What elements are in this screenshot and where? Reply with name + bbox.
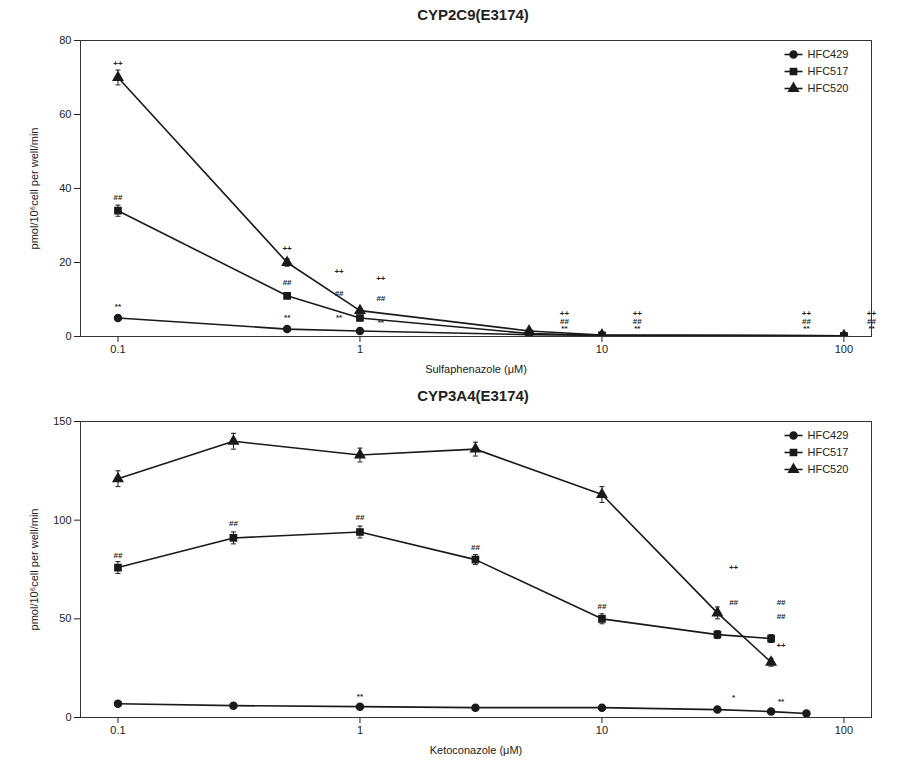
- svg-text:10: 10: [596, 343, 608, 355]
- svg-text:##: ##: [777, 612, 786, 621]
- svg-text:**: **: [778, 697, 785, 706]
- svg-text:##: ##: [114, 193, 123, 202]
- svg-text:10: 10: [596, 724, 608, 736]
- svg-text:100: 100: [835, 343, 853, 355]
- svg-text:1: 1: [357, 724, 363, 736]
- html-text:CYP2C9(E3174): CYP2C9(E3174): [417, 6, 529, 23]
- svg-text:0.1: 0.1: [110, 343, 125, 355]
- svg-text:**: **: [284, 313, 291, 322]
- svg-text:**: **: [634, 324, 641, 333]
- svg-text:150: 150: [53, 415, 71, 427]
- svg-text:++: ++: [334, 267, 344, 276]
- svg-text:80: 80: [59, 34, 71, 46]
- svg-text:pmol/10⁶cell per well/min: pmol/10⁶cell per well/min: [28, 509, 40, 631]
- svg-text:##: ##: [229, 519, 238, 528]
- svg-text:HFC429: HFC429: [808, 48, 849, 60]
- svg-text:60: 60: [59, 108, 71, 120]
- svg-text:HFC520: HFC520: [808, 463, 849, 475]
- svg-text:Sulfaphenazole (μM): Sulfaphenazole (μM): [425, 363, 527, 375]
- svg-text:##: ##: [356, 513, 365, 522]
- svg-text:##: ##: [597, 602, 606, 611]
- svg-text:100: 100: [53, 514, 71, 526]
- svg-text:++: ++: [113, 59, 123, 68]
- svg-text:1: 1: [357, 343, 363, 355]
- svg-text:**: **: [357, 692, 364, 701]
- svg-text:0: 0: [65, 330, 71, 342]
- svg-text:##: ##: [777, 598, 786, 607]
- svg-text:**: **: [561, 324, 568, 333]
- svg-text:**: **: [803, 324, 810, 333]
- svg-text:##: ##: [335, 289, 344, 298]
- svg-text:0.1: 0.1: [110, 724, 125, 736]
- svg-text:++: ++: [729, 563, 739, 572]
- svg-text:##: ##: [114, 551, 123, 560]
- svg-text:100: 100: [835, 724, 853, 736]
- svg-text:##: ##: [376, 294, 385, 303]
- svg-text:**: **: [336, 313, 343, 322]
- svg-text:50: 50: [59, 612, 71, 624]
- svg-text:HFC517: HFC517: [808, 65, 849, 77]
- svg-text:0: 0: [65, 711, 71, 723]
- svg-text:HFC520: HFC520: [808, 82, 849, 94]
- svg-text:HFC429: HFC429: [808, 429, 849, 441]
- svg-text:**: **: [378, 318, 385, 327]
- svg-text:**: **: [115, 302, 122, 311]
- svg-text:++: ++: [776, 641, 786, 650]
- svg-text:##: ##: [283, 278, 292, 287]
- svg-text:40: 40: [59, 182, 71, 194]
- svg-text:HFC517: HFC517: [808, 446, 849, 458]
- svg-text:++: ++: [282, 244, 292, 253]
- svg-text:Ketoconazole (μM): Ketoconazole (μM): [430, 744, 523, 756]
- svg-text:##: ##: [729, 598, 738, 607]
- html-text:CYP3A4(E3174): CYP3A4(E3174): [417, 387, 529, 404]
- svg-text:++: ++: [376, 274, 386, 283]
- svg-text:##: ##: [471, 543, 480, 552]
- svg-text:20: 20: [59, 256, 71, 268]
- svg-text:pmol/10⁶cell per well/min: pmol/10⁶cell per well/min: [28, 128, 40, 250]
- svg-text:*: *: [732, 693, 736, 702]
